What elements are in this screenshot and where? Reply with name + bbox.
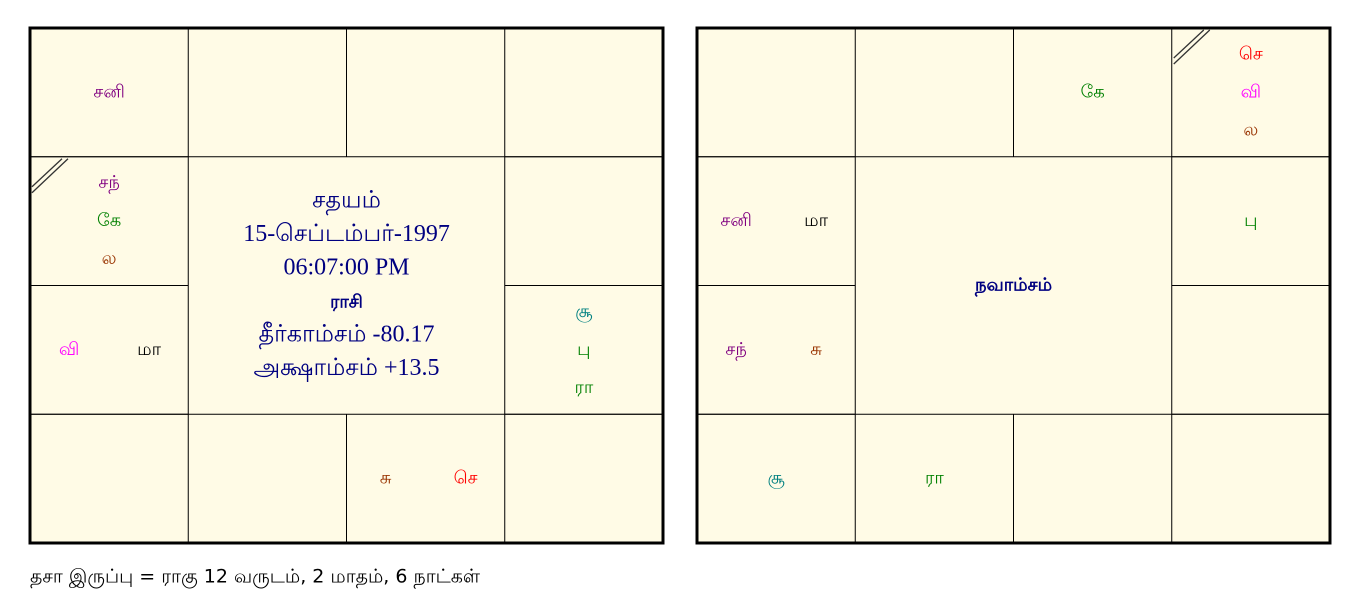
planet: சூ: [768, 468, 785, 490]
chart-frame: [28, 26, 665, 545]
planet: சந்: [98, 172, 120, 194]
planet: ரா: [925, 468, 944, 489]
planet: செ: [1239, 43, 1263, 64]
center-text: நவாம்சம்: [974, 275, 1052, 298]
center-text: 15-செப்டம்பர்-1997: [243, 221, 450, 247]
planet: ல: [1243, 119, 1258, 140]
planet: சனி: [720, 210, 752, 231]
lagna-mark: [31, 158, 63, 188]
center-text: சதயம்: [312, 187, 381, 215]
planet: மா: [137, 339, 161, 360]
planet: ரா: [575, 377, 594, 398]
planet: மா: [804, 210, 828, 231]
lagna-mark: [1173, 29, 1211, 65]
planet: சூ: [575, 301, 592, 323]
center-text: 06:07:00 PM: [283, 254, 409, 280]
lagna-mark: [1173, 29, 1205, 59]
planet: சனி: [93, 81, 125, 102]
lagna-mark: [31, 158, 69, 194]
planet: சு: [380, 468, 392, 489]
planet: கே: [97, 210, 121, 231]
planet: வி: [59, 339, 79, 360]
planet: செ: [454, 468, 478, 489]
chart-frame: [695, 26, 1332, 545]
center-text: அக்ஷாம்சம் +13.5: [253, 355, 439, 382]
planet: சு: [810, 339, 822, 360]
planet: வி: [1241, 81, 1261, 102]
planet: சந்: [725, 339, 747, 361]
planet: கே: [1080, 81, 1104, 102]
dasa-footer: தசா இருப்பு = ராகு 12 வருடம், 2 மாதம், 6…: [30, 566, 481, 589]
center-text: தீர்காம்சம் -80.17: [259, 321, 435, 349]
planet: பு: [1244, 210, 1257, 231]
planet: பு: [577, 339, 590, 360]
planet: ல: [102, 248, 117, 269]
center-text: ராசி: [330, 291, 363, 312]
